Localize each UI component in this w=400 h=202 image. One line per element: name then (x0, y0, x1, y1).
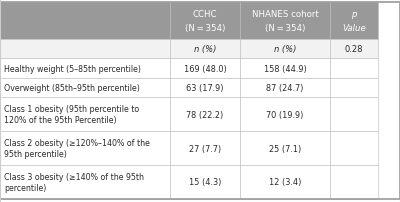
Text: 87 (24.7): 87 (24.7) (266, 84, 304, 93)
Text: 0.28: 0.28 (345, 45, 363, 54)
Text: 27 (7.7): 27 (7.7) (189, 144, 221, 153)
Bar (240, 78, 330, 98)
Bar (170, 78, 240, 98)
Bar (0, 132, 170, 165)
Bar (330, 165, 378, 199)
Text: 63 (17.9): 63 (17.9) (186, 84, 224, 93)
Bar (330, 59, 378, 78)
Text: percentile): percentile) (4, 183, 46, 192)
Text: n (%): n (%) (274, 45, 296, 54)
Bar (0, 165, 170, 199)
Text: Class 2 obesity (≥120%–140% of the: Class 2 obesity (≥120%–140% of the (4, 138, 150, 147)
Text: (N = 354): (N = 354) (185, 23, 225, 33)
Bar (330, 78, 378, 98)
Bar (330, 132, 378, 165)
Text: Healthy weight (5–85th percentile): Healthy weight (5–85th percentile) (4, 64, 141, 73)
Bar (240, 40, 330, 59)
Text: Overweight (85th–95th percentile): Overweight (85th–95th percentile) (4, 84, 140, 93)
Text: Value: Value (342, 23, 366, 33)
Bar (0, 78, 170, 98)
Text: Class 3 obesity (≥140% of the 95th: Class 3 obesity (≥140% of the 95th (4, 172, 144, 181)
Bar (240, 59, 330, 78)
Text: 169 (48.0): 169 (48.0) (184, 64, 226, 73)
Text: NHANES cohort: NHANES cohort (252, 10, 318, 19)
Text: 120% of the 95th Percentile): 120% of the 95th Percentile) (4, 116, 116, 125)
Bar (170, 59, 240, 78)
Bar (0, 59, 170, 78)
Bar (330, 98, 378, 132)
Text: (N = 354): (N = 354) (265, 23, 305, 33)
Text: CCHC: CCHC (193, 10, 217, 19)
Text: p: p (351, 10, 357, 19)
Bar (170, 98, 240, 132)
Bar (240, 165, 330, 199)
Text: 15 (4.3): 15 (4.3) (189, 177, 221, 186)
Bar (240, 98, 330, 132)
Text: Class 1 obesity (95th percentile to: Class 1 obesity (95th percentile to (4, 105, 139, 114)
Bar (0, 40, 170, 59)
Text: 12 (3.4): 12 (3.4) (269, 177, 301, 186)
Text: n (%): n (%) (194, 45, 216, 54)
Bar (170, 165, 240, 199)
Bar (170, 40, 240, 59)
Text: 25 (7.1): 25 (7.1) (269, 144, 301, 153)
Bar (0, 98, 170, 132)
Text: 78 (22.2): 78 (22.2) (186, 110, 224, 119)
Bar (240, 3, 330, 40)
Bar (330, 3, 378, 40)
Bar (240, 132, 330, 165)
Text: 95th percentile): 95th percentile) (4, 149, 67, 158)
Text: 70 (19.9): 70 (19.9) (266, 110, 304, 119)
Bar (170, 132, 240, 165)
Bar (330, 40, 378, 59)
Bar (0, 3, 170, 40)
Bar (170, 3, 240, 40)
Text: 158 (44.9): 158 (44.9) (264, 64, 306, 73)
